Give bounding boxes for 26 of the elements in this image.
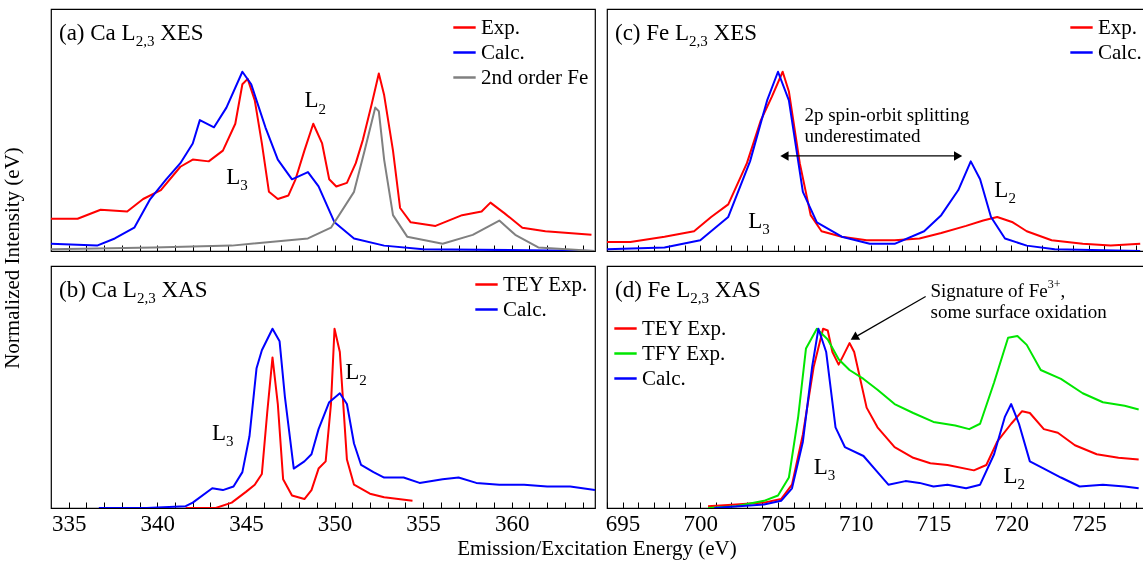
x-tick-label: 360 — [494, 510, 530, 536]
x-axis-title: Emission/Excitation Energy (eV) — [457, 535, 737, 561]
legend-label: Calc. — [642, 365, 686, 390]
legend-label: Calc. — [1098, 39, 1142, 64]
legend-label: TEY Exp. — [503, 271, 588, 296]
legend-label: Calc. — [503, 296, 547, 321]
x-tick-label: 345 — [229, 510, 264, 536]
x-tick-label: 720 — [994, 510, 1029, 536]
y-axis-title: Normalized Intensity (eV) — [0, 147, 25, 369]
x-tick-label: 725 — [1072, 510, 1107, 536]
legend-label: Calc. — [481, 39, 525, 64]
x-tick-label: 340 — [140, 510, 176, 536]
x-tick-label: 335 — [51, 510, 87, 536]
x-tick-label: 715 — [916, 510, 952, 536]
x-tick-label: 695 — [605, 510, 641, 536]
x-tick-label: 705 — [761, 510, 796, 536]
legend-label: Exp. — [481, 14, 521, 39]
legend-label: TFY Exp. — [642, 340, 726, 365]
annotation: 2p spin-orbit splitting underestimated — [804, 103, 970, 146]
x-tick-label: 350 — [317, 510, 353, 536]
x-tick-label: 355 — [406, 510, 441, 536]
legend-label: 2nd order Fe — [481, 64, 589, 89]
legend-label: Exp. — [1098, 14, 1138, 39]
x-tick-label: 700 — [683, 510, 719, 536]
x-tick-label: 710 — [838, 510, 874, 536]
legend-label: TEY Exp. — [642, 315, 727, 340]
